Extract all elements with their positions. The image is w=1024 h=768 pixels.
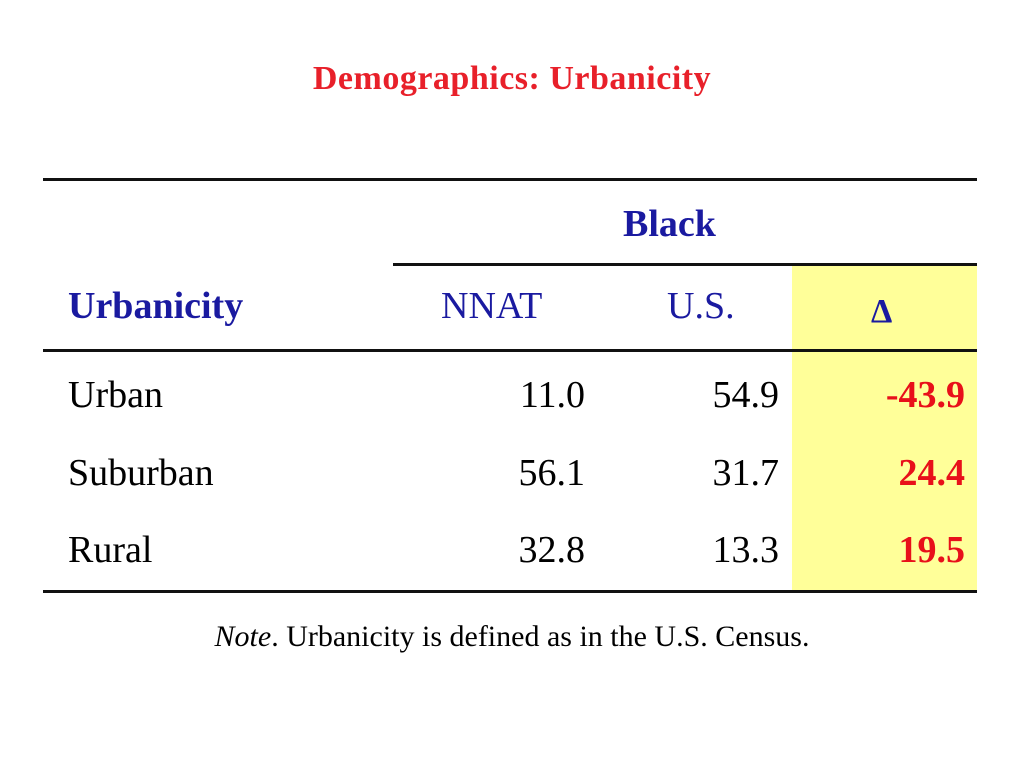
group-header-black: Black bbox=[623, 203, 716, 245]
table-bottom-rule bbox=[43, 590, 977, 593]
cell-suburban-us: 31.7 bbox=[712, 452, 780, 494]
note-text: . Urbanicity is defined as in the U.S. C… bbox=[271, 620, 810, 653]
row-label-rural: Rural bbox=[68, 529, 153, 571]
column-header-us: U.S. bbox=[667, 285, 735, 327]
cell-rural-delta: 19.5 bbox=[898, 529, 966, 571]
row-label-suburban: Suburban bbox=[68, 452, 214, 494]
column-header-urbanicity: Urbanicity bbox=[68, 285, 244, 327]
cell-rural-nnat: 32.8 bbox=[518, 529, 586, 571]
page-title: Demographics: Urbanicity bbox=[312, 60, 712, 97]
table-top-rule bbox=[43, 178, 977, 181]
note-lead: Note bbox=[214, 620, 272, 653]
cell-rural-us: 13.3 bbox=[712, 529, 780, 571]
cell-urban-delta: -43.9 bbox=[885, 374, 965, 416]
column-header-delta: Δ bbox=[871, 293, 893, 330]
group-header-rule bbox=[393, 263, 977, 266]
header-bottom-rule bbox=[43, 349, 977, 352]
cell-urban-nnat: 11.0 bbox=[519, 374, 585, 416]
row-label-urban: Urban bbox=[68, 374, 163, 416]
cell-suburban-nnat: 56.1 bbox=[518, 452, 586, 494]
cell-suburban-delta: 24.4 bbox=[898, 452, 966, 494]
table-note: Note. Urbanicity is defined as in the U.… bbox=[0, 620, 1024, 654]
data-table: Black Urbanicity NNAT U.S. Δ Urban 11.0 … bbox=[43, 178, 977, 594]
delta-column-highlight bbox=[792, 265, 977, 591]
column-header-nnat: NNAT bbox=[441, 285, 543, 327]
cell-urban-us: 54.9 bbox=[712, 374, 780, 416]
